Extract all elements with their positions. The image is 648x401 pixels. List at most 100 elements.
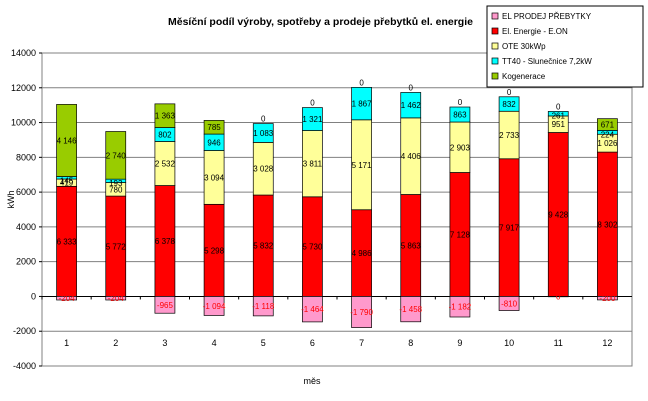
bar-segment-negative [154,296,176,314]
data-label: 0 [458,98,463,107]
data-label: 1 462 [401,101,422,110]
data-label: 0 [409,83,414,92]
x-tick-label-9: 10 [504,338,514,348]
data-label: 1 363 [155,112,176,121]
y-tick-label-9: 14000 [11,48,36,58]
bar-segment [498,96,520,112]
data-label-negative: -1 790 [350,308,373,317]
data-label: 0 [507,88,512,97]
data-label: 2 532 [155,160,176,169]
data-label: 5 832 [253,242,274,251]
data-label: 0 [359,78,364,87]
data-label: 6 378 [155,237,176,246]
bar-segment [154,103,176,128]
bar-segment [449,106,471,123]
data-label: 780 [109,185,123,194]
bar-segment [351,87,372,121]
legend-swatch [491,27,499,35]
data-label-negative: -1 458 [399,305,422,314]
data-label: 802 [158,131,172,140]
bar-segment-negative [498,296,520,311]
x-tick-label-7: 8 [408,338,413,348]
data-label: 5 298 [204,246,225,255]
y-tick-label-1: -2000 [13,326,36,336]
data-label: 671 [601,121,615,130]
legend-swatch [491,42,499,50]
data-label: 863 [453,111,467,120]
data-label-negative: 0 [556,293,561,302]
data-label: 951 [552,120,566,129]
data-label: 1 083 [253,129,274,138]
data-label: 3 811 [303,160,323,169]
legend-label: El. Energie - E.ON [502,27,568,36]
data-label-negative: -204 [108,294,125,303]
data-label: 193 [109,179,123,188]
data-label: 419 [60,179,74,188]
y-tick-label-0: -4000 [13,361,36,371]
y-tick-label-8: 12000 [11,83,36,93]
data-label: 0 [261,115,266,124]
data-label: 1 026 [597,139,618,148]
data-label: 0 [556,102,561,111]
bar-segment-negative [597,296,618,301]
data-label: 5 171 [352,161,373,170]
legend-label: OTE 30kWp [502,42,546,51]
bar-segment-negative [105,296,127,301]
x-axis-label: měs [303,376,321,386]
legend-swatch [491,12,499,20]
x-tick-label-2: 3 [162,338,167,348]
bar-segment [597,118,618,131]
data-label: 6 333 [57,237,78,246]
x-tick-label-11: 12 [602,338,612,348]
x-tick-label-0: 1 [64,338,69,348]
data-label: 7 128 [450,230,471,239]
bar-segment-negative [56,296,77,301]
plot-area: -4000-2000020004000600080001000012000140… [11,48,633,371]
plot-frame [41,52,633,367]
y-tick-label-2: 0 [31,291,36,301]
legend-box [486,5,644,88]
y-tick-label-6: 8000 [16,152,36,162]
legend: EL PRODEJ PŘEBYTKY El. Energie - E.ON OTE … [486,5,644,88]
data-label-negative: -1 118 [252,302,275,311]
data-label: 7 917 [499,224,520,233]
bar-segment-negative [449,296,471,318]
data-label: 832 [502,100,516,109]
data-label: 5 863 [401,241,422,250]
x-tick-label-5: 6 [310,338,315,348]
x-tick-label-6: 7 [359,338,364,348]
bar-segment [547,111,569,117]
data-label-negative: -1 182 [449,303,472,312]
data-label: 5 772 [106,242,127,251]
data-label: 9 428 [548,210,569,219]
data-label: 4 986 [352,249,373,258]
data-label: 261 [552,111,566,120]
bar-segment-negative [302,296,323,323]
bar-segment-negative [400,296,422,323]
y-tick-label-4: 4000 [16,222,36,232]
data-label-negative: -200 [599,294,616,303]
legend-label: Kogenerace [502,72,546,81]
bar-segment [302,107,323,131]
data-label: 8 302 [597,220,618,229]
y-axis-label: kWh [6,191,16,209]
data-label-negative: -1 094 [203,302,226,311]
chart-title: Měsíční podíl výroby, spotřeby a prodeje… [168,16,473,28]
legend-swatch [491,57,499,65]
data-label-negative: -810 [501,299,518,308]
data-label: 785 [207,123,221,132]
x-tick-label-4: 5 [261,338,266,348]
y-tick-label-3: 2000 [16,257,36,267]
data-label: 5 730 [302,243,323,252]
bar-segment [203,120,225,135]
data-label: 946 [207,138,221,147]
data-label: 2 903 [450,143,471,152]
data-label-negative: -1 464 [301,305,324,314]
legend-swatch [491,72,499,80]
y-tick-label-5: 6000 [16,187,36,197]
data-label: 3 028 [253,165,274,174]
bar-segment [105,131,127,180]
data-label: 2 740 [106,151,127,160]
bar-segment-negative [252,296,274,317]
